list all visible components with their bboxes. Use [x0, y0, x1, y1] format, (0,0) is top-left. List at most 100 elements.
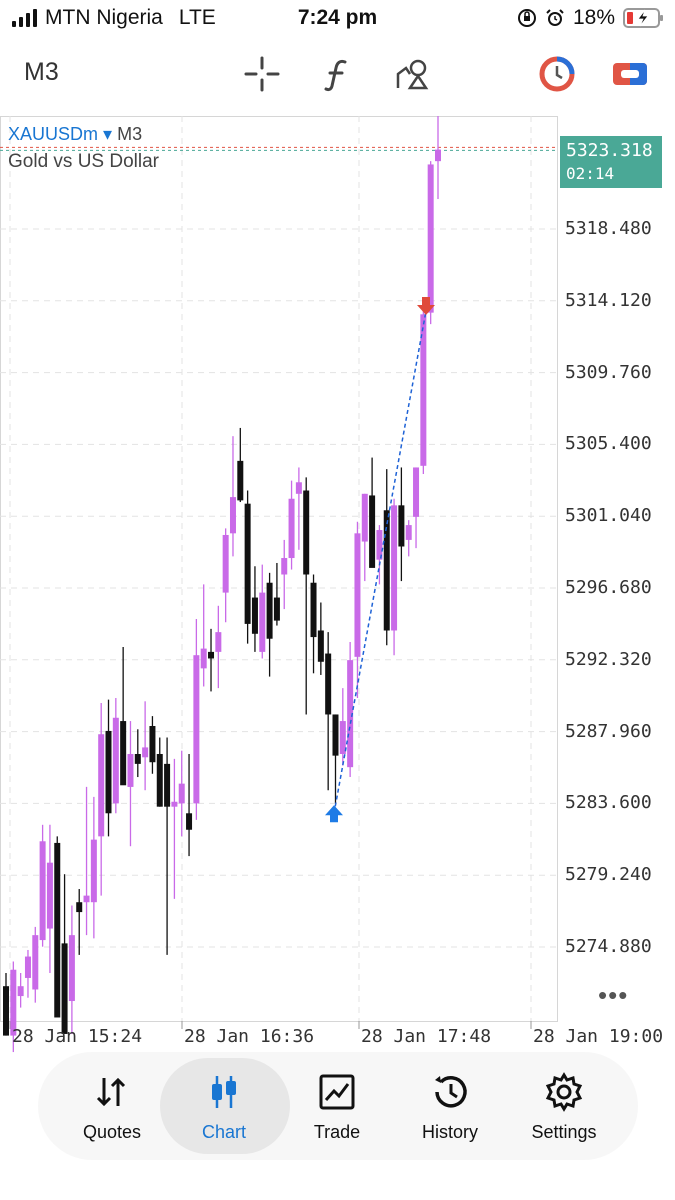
nav-settings[interactable]: Settings	[516, 1052, 612, 1160]
more-options[interactable]: •••	[598, 980, 629, 1010]
y-tick-label: 5318.480	[565, 218, 652, 239]
candle-body	[46, 862, 53, 929]
chart-grid	[0, 116, 558, 1029]
carrier-name: MTN Nigeria	[45, 6, 163, 29]
candle-body	[325, 653, 332, 715]
x-tick-label: 28 Jan 19:00	[533, 1026, 664, 1047]
candle-body	[303, 490, 310, 575]
price-chart[interactable]	[0, 116, 675, 1056]
candle-body	[273, 597, 280, 621]
orientation-lock-icon	[517, 9, 536, 27]
bottom-navigation: Quotes Chart Trade History Settings	[38, 1052, 638, 1160]
sell-arrow-icon	[417, 297, 435, 316]
nav-label-trade: Trade	[313, 1122, 361, 1142]
y-tick-label: 5305.400	[565, 433, 652, 455]
crosshair-icon[interactable]	[242, 54, 282, 94]
candle-body	[281, 558, 288, 575]
y-tick-label: 5292.320	[565, 648, 652, 670]
nav-history[interactable]: History	[399, 1052, 501, 1160]
candle-body	[134, 753, 141, 764]
y-tick-label: 5279.240	[565, 864, 652, 886]
quotes-arrows-icon	[96, 1077, 126, 1107]
candle-body	[120, 721, 127, 786]
candle-body	[332, 714, 339, 756]
history-clock-icon	[435, 1076, 467, 1108]
status-right: 18%	[517, 6, 665, 30]
candle-body	[156, 753, 163, 807]
candle-body	[391, 505, 398, 631]
candle-body	[76, 902, 83, 913]
x-tick-label: 28 Jan 17:48	[361, 1026, 492, 1047]
battery-charging-icon	[623, 8, 663, 28]
candle-body	[208, 651, 215, 659]
x-tick-label: 28 Jan 16:36	[184, 1026, 315, 1047]
objects-icon[interactable]	[394, 54, 434, 94]
candle-body	[259, 592, 266, 652]
candle-body	[427, 164, 434, 313]
candle-body	[215, 632, 222, 652]
candle-body	[105, 730, 112, 814]
alarm-icon	[546, 9, 564, 26]
status-bar: MTN Nigeria LTE 7:24 pm 18%	[0, 0, 675, 38]
candle-body	[317, 630, 324, 662]
candle-body	[32, 935, 39, 990]
trade-graph-icon	[319, 1074, 355, 1110]
signal-icon	[12, 9, 37, 27]
candle-body	[413, 467, 420, 517]
candle-body	[83, 895, 90, 903]
candle-body	[112, 717, 119, 804]
candle-body	[266, 582, 273, 639]
chart-timeframe: M3	[117, 124, 143, 144]
candle-body	[90, 839, 97, 903]
chart-candles-icon	[212, 1076, 236, 1108]
symbol-description: Gold vs US Dollar	[8, 151, 159, 172]
nav-selection-pill	[160, 1058, 290, 1154]
nav-trade[interactable]: Trade	[289, 1052, 385, 1160]
candle-body	[229, 497, 236, 534]
timeframe-clock-icon[interactable]	[537, 54, 577, 94]
nav-label-history: History	[421, 1122, 478, 1142]
candle-body	[200, 648, 207, 669]
candle-body	[398, 505, 405, 547]
candle-body	[186, 813, 193, 830]
candle-body	[376, 530, 383, 560]
candle-body	[3, 986, 9, 1036]
candle-body	[251, 597, 258, 634]
nav-chart[interactable]: Chart	[176, 1052, 272, 1160]
y-tick-label: 5283.600	[565, 792, 652, 814]
candle-body	[10, 969, 17, 1036]
battery-percent: 18%	[572, 6, 615, 29]
nav-quotes[interactable]: Quotes	[64, 1052, 160, 1160]
candle-body	[361, 493, 368, 542]
candle-body	[288, 498, 295, 559]
y-tick-label: 5314.120	[565, 289, 652, 311]
symbol-name[interactable]: XAUUSDm	[8, 124, 99, 144]
candle-body	[178, 783, 185, 804]
symbol-selector[interactable]: XAUUSDm ▾ M3	[8, 124, 142, 145]
candle-body	[68, 935, 75, 1002]
candle-body	[98, 734, 105, 837]
candle-body	[383, 510, 390, 631]
candle-body	[354, 533, 361, 657]
candle-body	[164, 763, 171, 807]
trade-connector-line	[333, 310, 427, 814]
timeframe-label[interactable]: M3	[24, 58, 59, 86]
candle-body	[405, 525, 412, 540]
y-tick-label: 5274.880	[565, 936, 652, 957]
candle-body	[142, 747, 149, 758]
trade-toggle-icon[interactable]	[610, 54, 650, 94]
y-tick-label: 5301.040	[565, 505, 652, 527]
x-tick-label: 28 Jan 15:24	[12, 1026, 143, 1047]
status-time: 7:24 pm	[297, 6, 378, 29]
indicators-icon[interactable]	[318, 54, 358, 94]
nav-label-settings: Settings	[531, 1122, 597, 1142]
bar-countdown: 02:14	[566, 164, 615, 183]
symbol-dropdown-glyph[interactable]: ▾	[103, 124, 113, 144]
y-tick-label: 5287.960	[565, 720, 652, 742]
candle-body	[237, 460, 244, 501]
candle-body	[61, 943, 68, 1034]
candle-body	[127, 753, 134, 787]
current-price-badge: 5323.318 02:14	[560, 136, 662, 188]
nav-label-chart: Chart	[201, 1122, 246, 1142]
candle-body	[222, 534, 229, 593]
